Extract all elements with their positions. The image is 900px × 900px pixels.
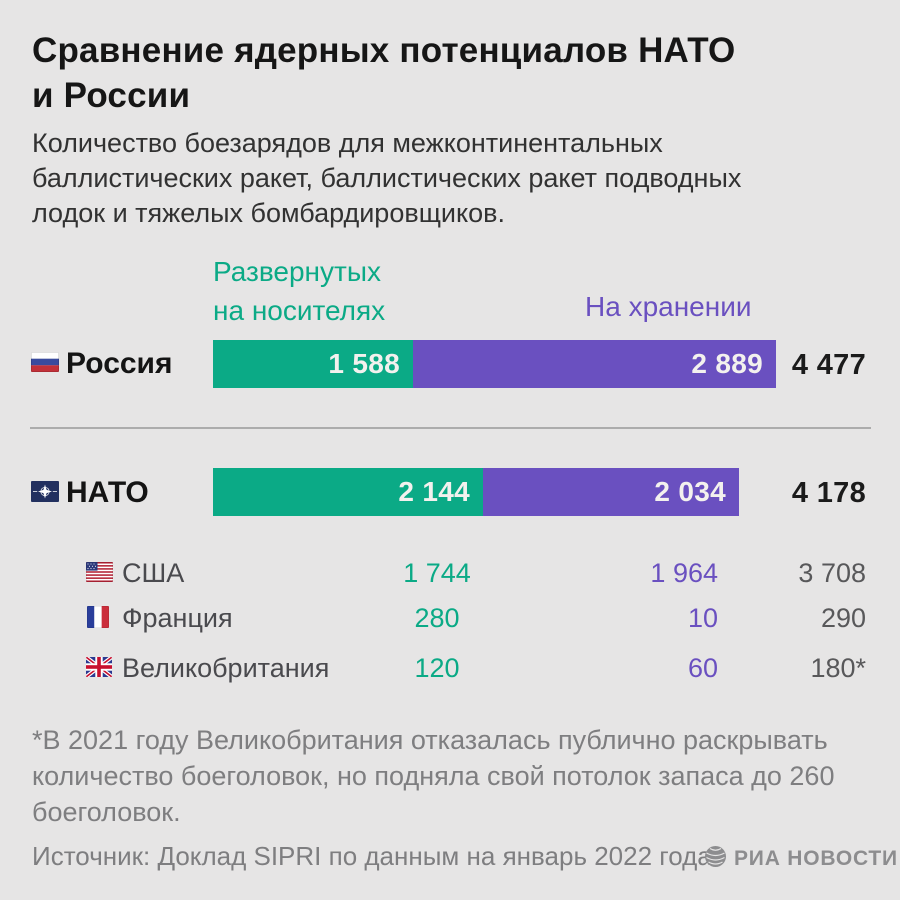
uk-stored-value: 60 xyxy=(687,653,718,683)
uk-total-value: 180* xyxy=(810,653,866,683)
france-deployed-value: 280 xyxy=(414,603,460,633)
france-stored-value: 10 xyxy=(687,603,718,633)
russia-total-value: 4 477 xyxy=(791,349,866,381)
source-text: Источник: Доклад SIPRI по данным на янва… xyxy=(32,841,712,871)
france-total-value: 290 xyxy=(820,603,866,633)
nato-stored-value: 2 034 xyxy=(654,476,726,507)
russia-deployed-segment: 1 588 xyxy=(213,340,413,388)
russia-stored-value: 2 889 xyxy=(691,348,763,379)
legend-deployed-label: Развернутых на носителях xyxy=(213,256,386,326)
usa-flag-icon xyxy=(86,562,113,582)
page-subtitle: Количество боезарядов для межконтинентал… xyxy=(32,128,742,228)
uk-row-label: Великобритания xyxy=(122,653,330,683)
nato-deployed-value: 2 144 xyxy=(398,476,470,507)
footnote: *В 2021 году Великобритания отказалась п… xyxy=(32,725,835,827)
ria-novosti-logo-text: РИА НОВОСТИ xyxy=(734,847,898,870)
nato-stored-segment: 2 034 xyxy=(483,468,739,516)
nato-bar: 2 144 2 034 xyxy=(213,468,776,516)
usa-stored-value: 1 964 xyxy=(650,558,718,588)
russia-row-label: Россия xyxy=(66,347,173,380)
usa-row-label: США xyxy=(122,558,185,588)
uk-flag-icon xyxy=(86,657,112,677)
usa-total-value: 3 708 xyxy=(798,558,866,588)
france-row-label: Франция xyxy=(122,603,233,633)
nato-deployed-segment: 2 144 xyxy=(213,468,483,516)
russia-bar: 1 588 2 889 xyxy=(213,340,776,388)
russia-stored-segment: 2 889 xyxy=(413,340,776,388)
usa-deployed-value: 1 744 xyxy=(403,558,471,588)
nato-row-label: НАТО xyxy=(66,476,149,509)
nato-total-value: 4 178 xyxy=(791,477,866,509)
ria-novosti-logo-icon xyxy=(705,846,726,867)
russia-deployed-value: 1 588 xyxy=(328,348,400,379)
legend-storage-label: На хранении xyxy=(585,291,752,322)
page-title: Сравнение ядерных потенциалов НАТО и Рос… xyxy=(32,31,736,115)
russia-flag-icon xyxy=(31,352,59,372)
uk-deployed-value: 120 xyxy=(414,653,460,683)
nato-flag-icon xyxy=(31,481,59,502)
section-divider xyxy=(30,427,871,429)
france-flag-icon xyxy=(87,606,109,628)
